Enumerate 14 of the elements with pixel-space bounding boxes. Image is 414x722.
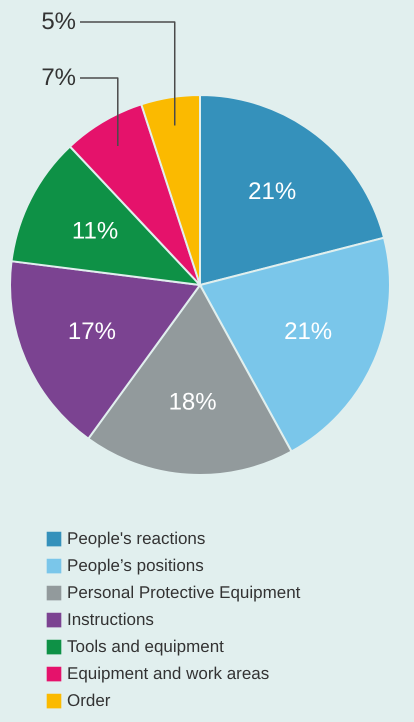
legend-label: People’s positions <box>67 556 204 575</box>
legend-label: Tools and equipment <box>67 637 224 656</box>
legend-label: Instructions <box>67 610 154 629</box>
legend-label: People's reactions <box>67 529 206 548</box>
data-label: 17% <box>68 318 116 345</box>
legend-label: Order <box>67 691 111 710</box>
data-label: 7% <box>41 64 76 91</box>
data-label: 18% <box>168 388 217 416</box>
data-label: 21% <box>284 318 332 345</box>
data-label: 11% <box>72 218 118 245</box>
data-label: 5% <box>41 8 76 35</box>
legend-label: Personal Protective Equipment <box>67 583 301 602</box>
legend-label: Equipment and work areas <box>67 664 270 683</box>
data-label: 21% <box>248 178 296 205</box>
